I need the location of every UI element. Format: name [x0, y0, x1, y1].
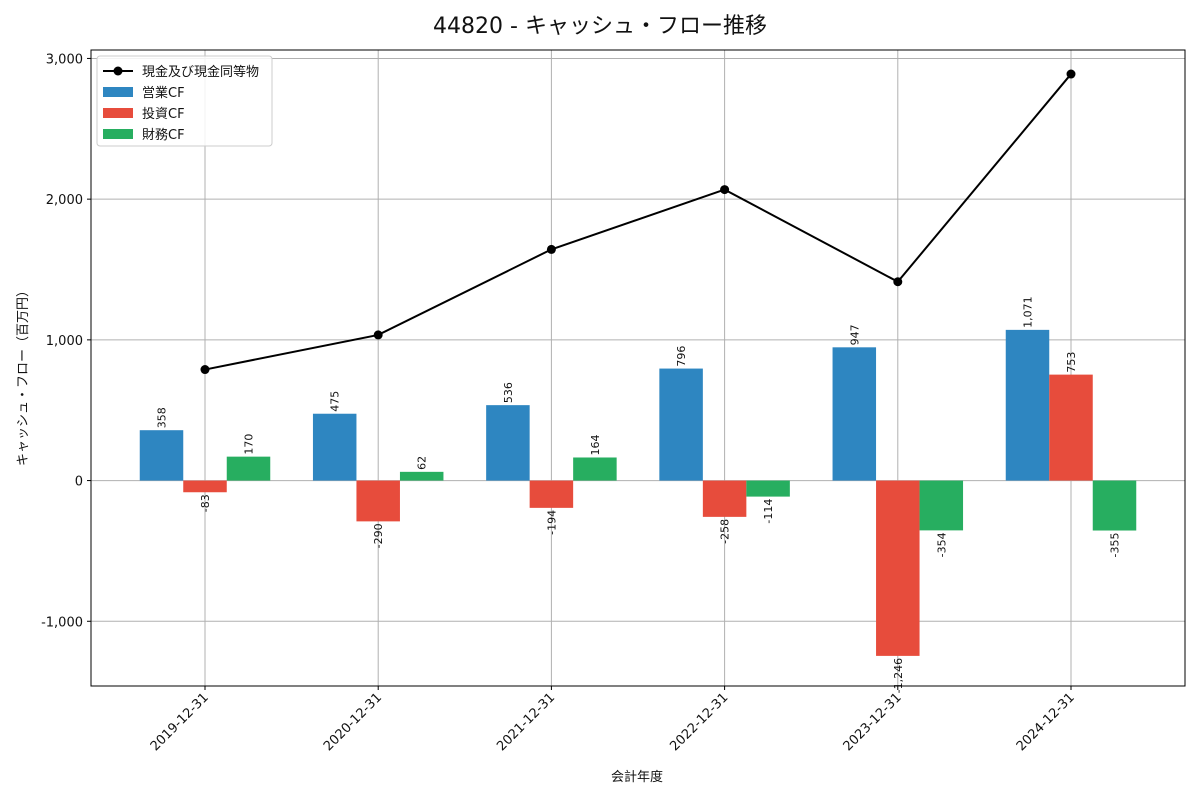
- bar-営業CF: [832, 347, 877, 481]
- cash-line-path: [204, 73, 1072, 371]
- legend-bar-swatch: [103, 108, 133, 118]
- legend-bar-swatch: [103, 129, 133, 139]
- bar-財務CF: [226, 456, 271, 481]
- data-label: 358: [156, 407, 169, 428]
- x-axis-label: 会計年度: [611, 769, 663, 785]
- y-tick-label: 3,000: [46, 52, 83, 67]
- plot-frame: [90, 49, 1186, 687]
- y-tick-label: 2,000: [46, 193, 83, 208]
- x-tick-label: 2020-12-31: [321, 690, 385, 754]
- data-label: -83: [199, 494, 212, 512]
- data-label: 796: [675, 346, 688, 367]
- bar-営業CF: [659, 368, 703, 481]
- bar-投資CF: [529, 480, 574, 508]
- x-tick-label: 2021-12-31: [494, 690, 558, 754]
- data-label: -114: [762, 499, 775, 524]
- data-label: 170: [243, 434, 256, 455]
- cash-line: [200, 69, 1076, 375]
- x-tick-label: 2024-12-31: [1014, 690, 1078, 754]
- y-tick-label: 0: [75, 475, 83, 490]
- y-tick-label: -1,000: [41, 615, 83, 630]
- bars: [139, 329, 1137, 656]
- data-label: 164: [589, 434, 602, 455]
- y-ticks: -1,000 0 1,000 2,000 3,000: [41, 52, 91, 630]
- bar-財務CF: [919, 480, 964, 531]
- data-label: 536: [502, 382, 515, 403]
- bar-投資CF: [702, 480, 747, 517]
- cash-line-point: [373, 330, 383, 340]
- bar-財務CF: [746, 480, 790, 497]
- bar-投資CF: [876, 480, 920, 656]
- data-label: -354: [935, 532, 948, 557]
- cash-line-point: [720, 185, 730, 195]
- bar-投資CF: [356, 480, 400, 522]
- bar-投資CF: [1049, 374, 1093, 481]
- legend-label: 財務CF: [142, 128, 185, 143]
- data-label: -258: [719, 519, 732, 544]
- cash-line-point: [546, 244, 556, 254]
- bar-投資CF: [183, 480, 227, 493]
- cash-line-point: [893, 277, 903, 287]
- x-tick-label: 2022-12-31: [667, 690, 731, 754]
- data-label: -1,246: [892, 658, 905, 693]
- chart-title: 44820 - キャッシュ・フロー推移: [433, 14, 767, 39]
- cash-line-point: [1066, 69, 1076, 79]
- bar-営業CF: [312, 413, 357, 481]
- data-label: -194: [545, 510, 558, 535]
- data-label: 475: [329, 391, 342, 412]
- x-ticks: 2019-12-31 2020-12-31 2021-12-31 2022-12-31…: [148, 686, 1078, 754]
- x-tick-label: 2019-12-31: [148, 690, 212, 754]
- y-axis-label: キャッシュ・フロー（百万円）: [16, 284, 31, 466]
- data-label: -355: [1109, 533, 1122, 558]
- data-label: 947: [848, 324, 861, 345]
- bar-営業CF: [486, 405, 530, 481]
- bar-財務CF: [1092, 480, 1137, 531]
- bar-財務CF: [573, 457, 617, 481]
- bar-営業CF: [139, 430, 184, 481]
- data-label: 1,071: [1022, 296, 1035, 328]
- data-label: -290: [372, 523, 385, 548]
- legend-label: 現金及び現金同等物: [142, 64, 259, 80]
- data-label: 753: [1065, 352, 1078, 373]
- legend-bar-swatch: [103, 87, 133, 97]
- data-labels: 358 475 536 796 947 1,071 -83 -290 -194 -258 -1,24…: [156, 296, 1122, 693]
- x-tick-label: 2023-12-31: [841, 690, 905, 754]
- legend-line-marker: [113, 66, 123, 76]
- legend-label: 営業CF: [142, 85, 185, 101]
- y-tick-label: 1,000: [46, 334, 83, 349]
- data-label: 62: [416, 456, 429, 470]
- bar-財務CF: [399, 471, 444, 481]
- cash-line-point: [200, 365, 210, 375]
- legend-label: 投資CF: [142, 106, 185, 122]
- legend-box: [96, 55, 273, 147]
- bar-営業CF: [1005, 329, 1050, 481]
